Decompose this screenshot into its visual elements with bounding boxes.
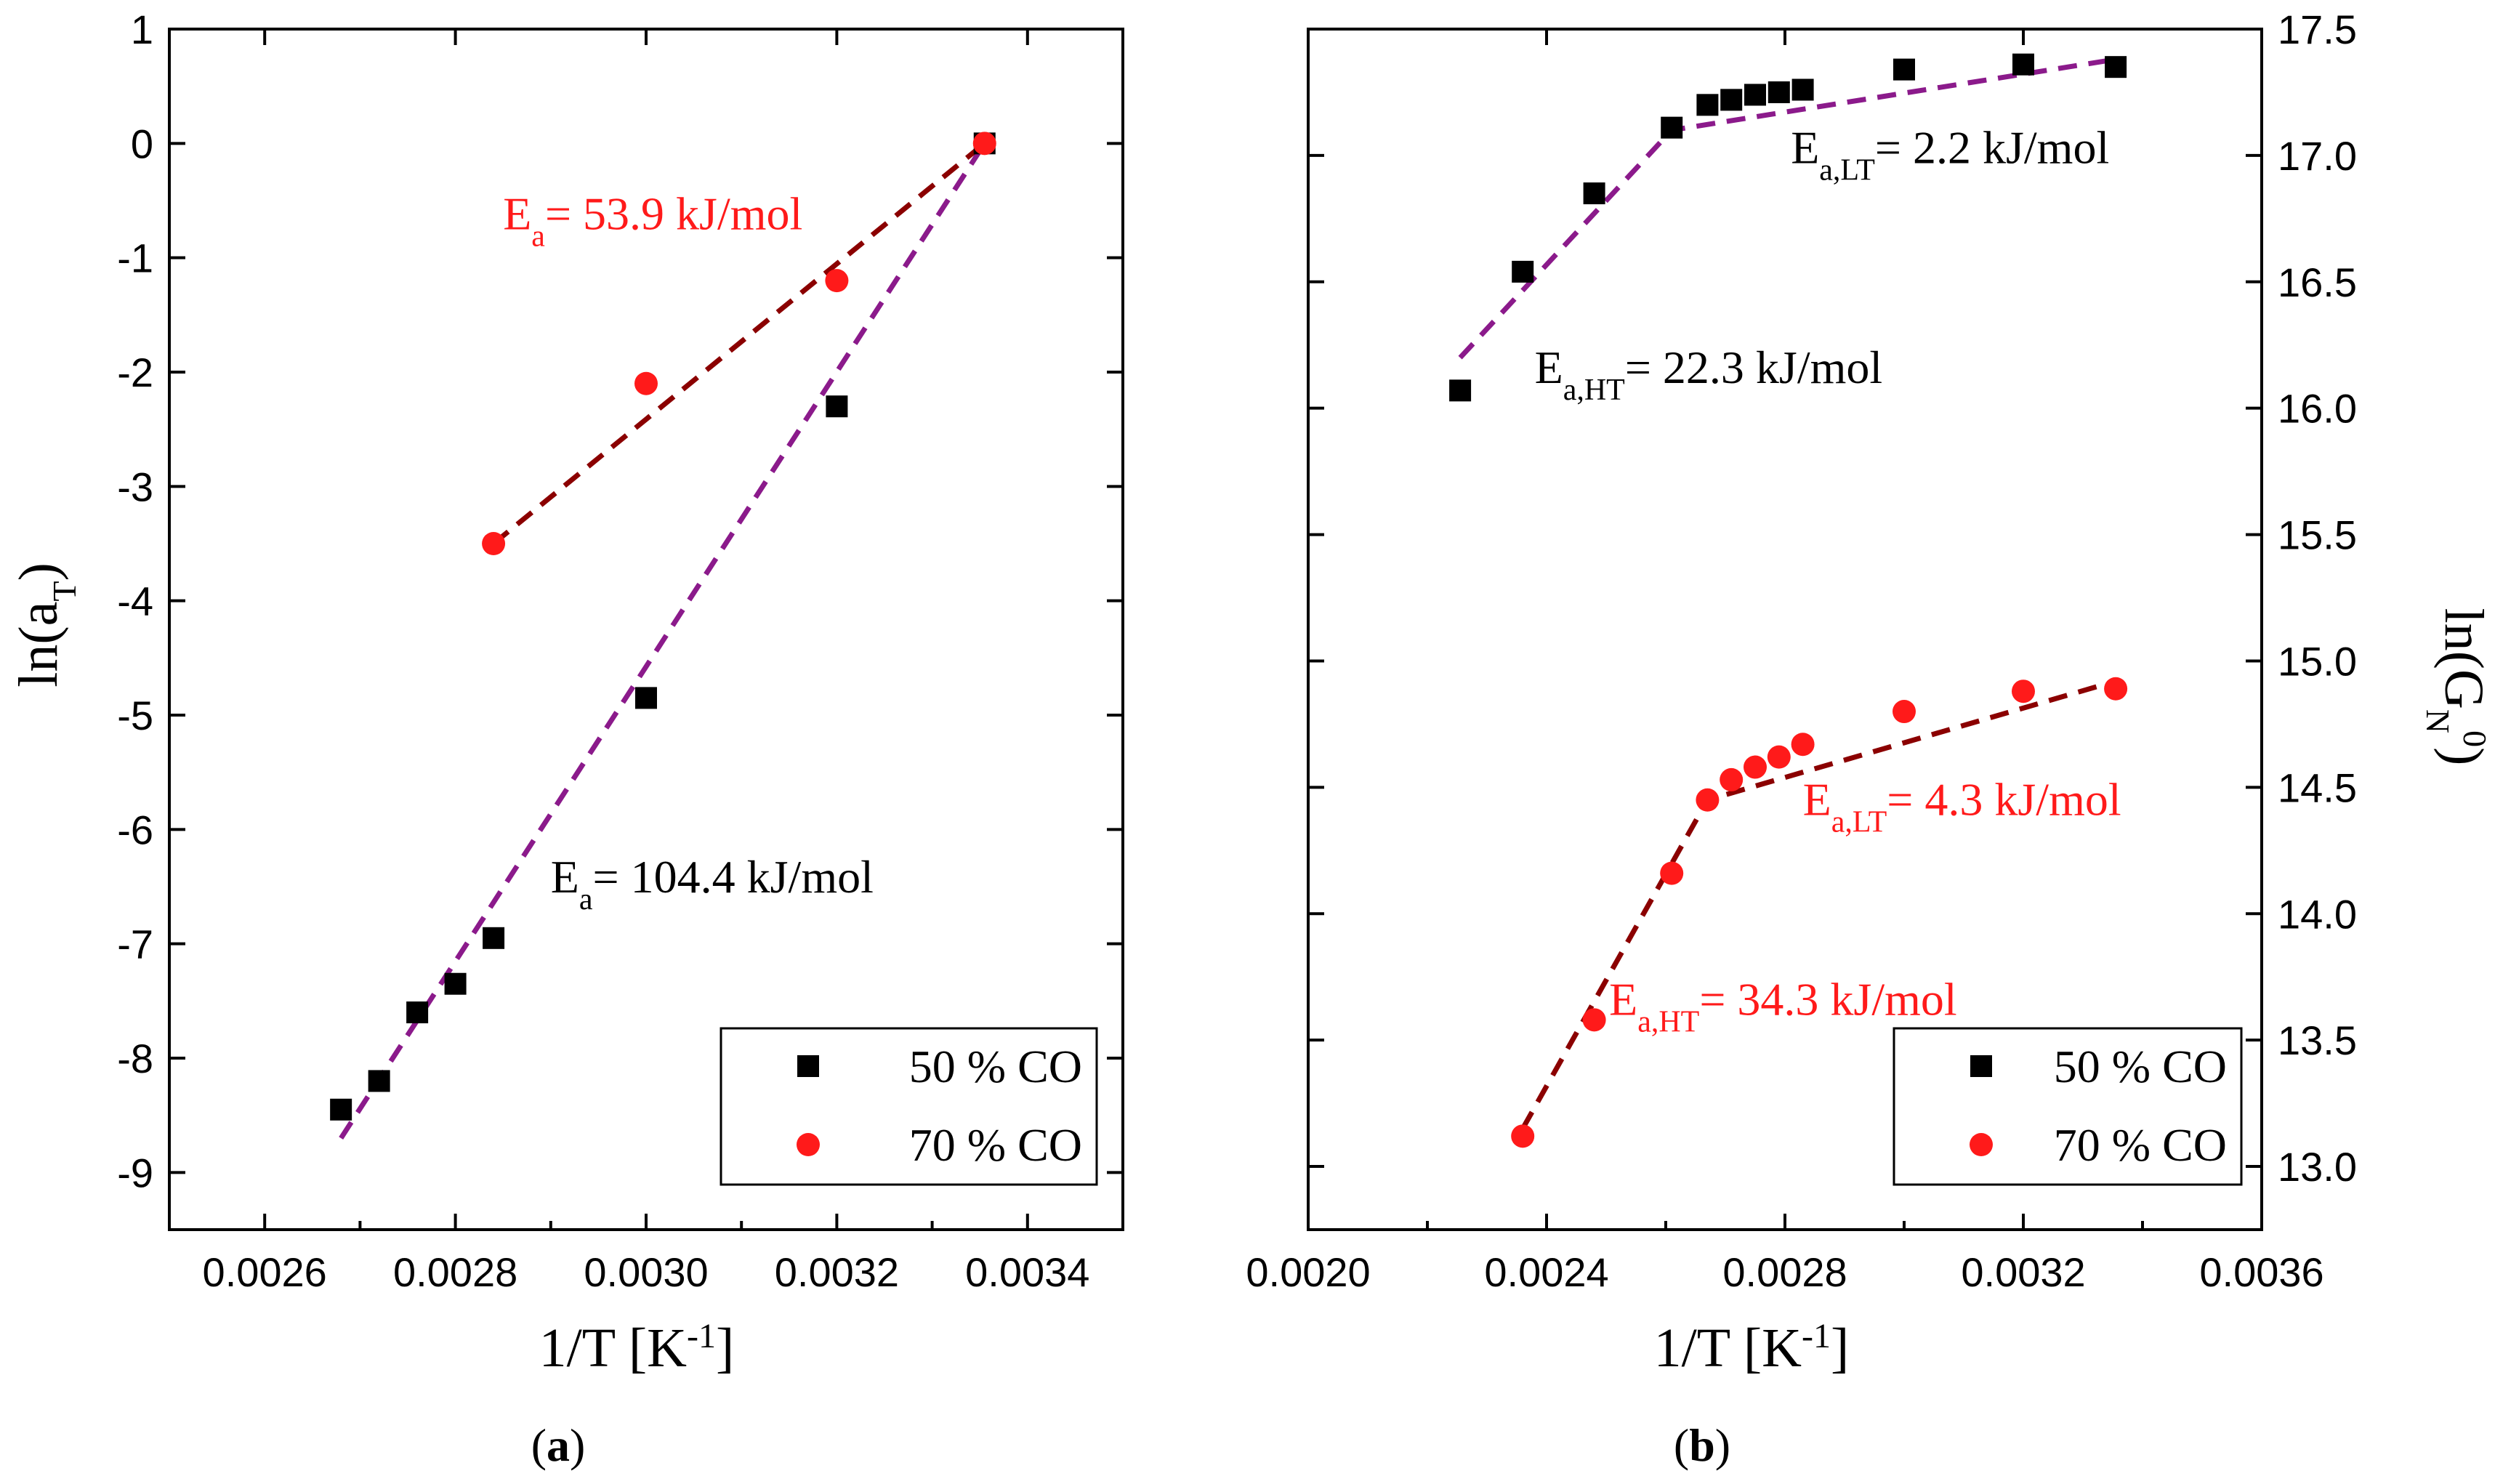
data-point-square (1744, 84, 1766, 106)
data-point-square (2012, 53, 2034, 76)
y-axis-title: ln(aT) (8, 562, 83, 687)
x-tick-label: 0.0020 (1246, 1249, 1370, 1295)
legend-box (1893, 1027, 2243, 1186)
legend-box (720, 1027, 1098, 1186)
y-tick-label: -6 (117, 807, 153, 852)
legend-marker-square (1970, 1055, 1992, 1077)
data-point-circle (1893, 700, 1916, 724)
fit-line (339, 142, 987, 1140)
y-tick-label: -3 (117, 464, 153, 509)
annotation: Ea,LT= 4.3 kJ/mol (1803, 774, 2121, 839)
x-axis-title: 1/T [K-1] (1654, 1317, 1850, 1379)
data-point-circle (1696, 788, 1720, 812)
x-tick-label: 0.0034 (965, 1249, 1089, 1295)
y-tick-label: -5 (117, 693, 153, 738)
panel-caption: (b) (1674, 1419, 1730, 1471)
data-point-square (483, 927, 505, 949)
y-tick-label: 15.5 (2278, 512, 2357, 558)
panel-a: 0.0026 0.0028 0.0030 0.0032 0.0034 1 0 -1 -2 -3 -4… (8, 7, 1124, 1471)
data-point-circle (2012, 680, 2035, 703)
data-point-square (1696, 94, 1719, 116)
legend-label: 70 % CO (909, 1119, 1082, 1171)
y-tick-label: 14.5 (2278, 765, 2357, 810)
legend: 50 % CO 70 % CO (720, 1027, 1098, 1186)
data-point-square (1893, 58, 1915, 81)
y-tick-label: 17.5 (2278, 7, 2357, 52)
x-tick-label: 0.0032 (1961, 1249, 2085, 1295)
data-point-circle (825, 269, 849, 293)
y-tick-label: 16.5 (2278, 259, 2357, 305)
annotation: Ea,HT= 22.3 kJ/mol (1535, 342, 1883, 407)
x-tick-label: 0.0026 (203, 1249, 327, 1295)
data-point-square (1512, 260, 1534, 283)
data-point-square (1768, 81, 1790, 103)
y-tick-label: 17.0 (2278, 133, 2357, 179)
annotation: Ea,HT= 34.3 kJ/mol (1609, 973, 1957, 1039)
x-tick-label: 0.0028 (393, 1249, 517, 1295)
y-tick-label: 16.0 (2278, 386, 2357, 432)
legend-marker-square (797, 1055, 819, 1077)
y-tick-label: 13.0 (2278, 1144, 2357, 1190)
legend-marker-circle (1970, 1133, 1993, 1156)
x-axis-title: 1/T [K-1] (539, 1317, 735, 1379)
x-tick-label: 0.0028 (1722, 1249, 1847, 1295)
y-tick-label: -4 (117, 578, 153, 624)
y-tick-label: 1 (131, 7, 153, 52)
x-tick-label: 0.0036 (2199, 1249, 2323, 1295)
data-point-circle (634, 371, 658, 395)
y-tick-label: -2 (117, 350, 153, 395)
data-point-square (1449, 379, 1472, 402)
legend-marker-circle (797, 1133, 820, 1156)
y-tick-label: 14.0 (2278, 891, 2357, 937)
data-point-circle (2104, 677, 2128, 701)
data-point-circle (1582, 1008, 1606, 1032)
data-point-circle (482, 532, 506, 555)
data-point-square (444, 972, 467, 995)
data-point-square (1661, 116, 1683, 139)
annotation: Ea,LT= 2.2 kJ/mol (1791, 121, 2109, 187)
data-point-square (1791, 78, 1814, 101)
legend: 50 % CO 70 % CO (1893, 1027, 2243, 1186)
data-point-square (368, 1070, 390, 1092)
y-tick-label: 13.5 (2278, 1017, 2357, 1063)
data-point-circle (1720, 767, 1744, 791)
x-tick-label: 0.0032 (775, 1249, 899, 1295)
fit-line (491, 141, 987, 546)
fit-line (1458, 57, 2116, 360)
y-tick-label: -7 (117, 922, 153, 967)
y-tick-label: 0 (131, 121, 153, 166)
x-tick-label: 0.0024 (1484, 1249, 1608, 1295)
data-point-square (826, 395, 848, 418)
x-tick-label: 0.0030 (584, 1249, 708, 1295)
panel-b: 0.0020 0.0024 0.0028 0.0032 0.0036 17.5 17.0 16… (1246, 7, 2494, 1471)
legend-label: 50 % CO (909, 1041, 1082, 1092)
data-point-square (330, 1098, 352, 1121)
annotation: Ea= 104.4 kJ/mol (551, 851, 874, 916)
y-tick-label: 15.0 (2278, 638, 2357, 684)
data-point-square (635, 687, 657, 709)
y-tick-label: -8 (117, 1036, 153, 1081)
y-axis-title: ln(GN0) (2420, 608, 2495, 766)
panel-caption: (a) (531, 1419, 586, 1471)
y-tick-label: -1 (117, 235, 153, 281)
data-point-circle (1660, 861, 1684, 885)
data-point-circle (1767, 745, 1791, 769)
data-point-circle (1791, 733, 1815, 757)
data-point-square (406, 1001, 429, 1024)
data-point-square (1720, 89, 1743, 111)
legend-label: 70 % CO (2054, 1119, 2227, 1171)
annotation: Ea= 53.9 kJ/mol (503, 187, 802, 253)
data-point-circle (1744, 755, 1767, 779)
data-point-circle (972, 132, 996, 156)
data-point-square (1583, 182, 1605, 205)
y-tick-label: -9 (117, 1150, 153, 1195)
data-point-square (2105, 56, 2127, 78)
legend-label: 50 % CO (2054, 1041, 2227, 1092)
data-point-circle (1511, 1124, 1535, 1148)
